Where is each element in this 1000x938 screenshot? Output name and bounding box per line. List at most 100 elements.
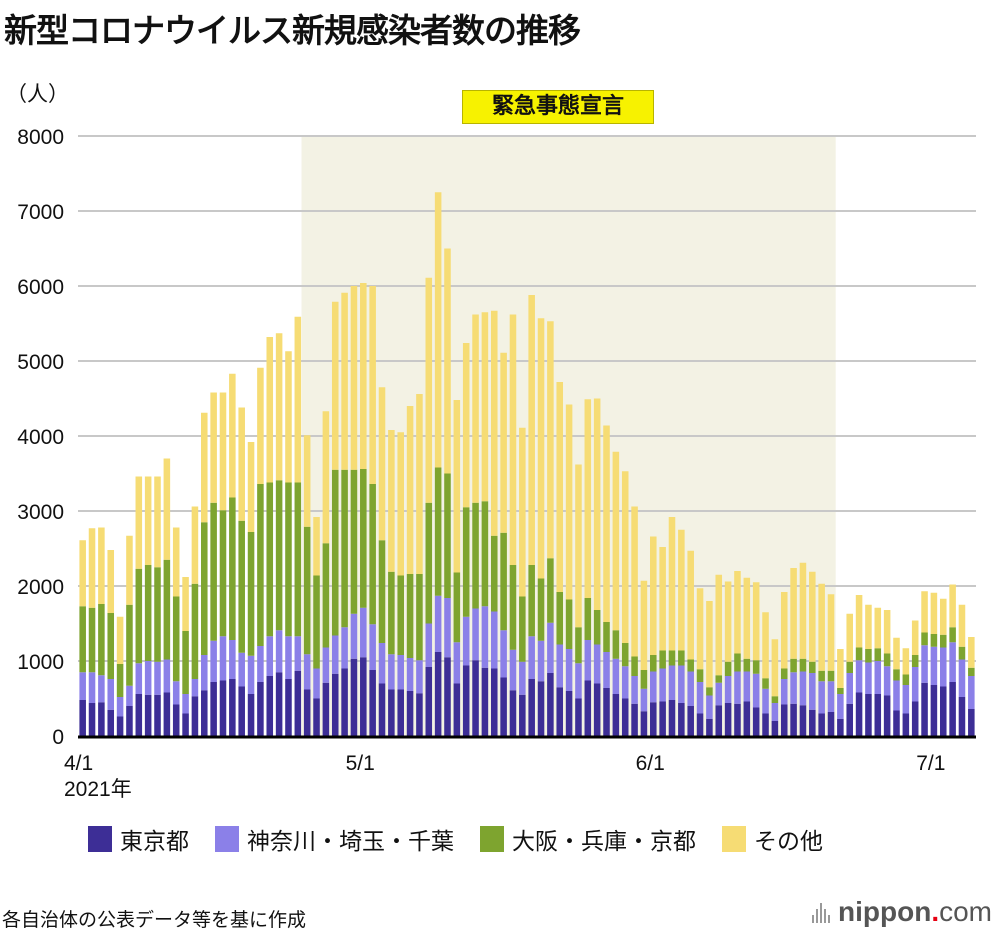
bar-segment-other [294, 316, 302, 483]
bar-stack [696, 588, 704, 736]
bar-segment-other [135, 476, 143, 569]
bar-segment-kansai3 [752, 660, 760, 674]
bar-segment-kansai3 [790, 658, 797, 673]
bar-segment-other [219, 392, 227, 511]
bar-segment-tokyo [126, 706, 133, 736]
bar-segment-kanto3 [706, 695, 713, 719]
bar-segment-other [706, 601, 713, 688]
bar-segment-kansai3 [98, 604, 105, 676]
bar-stack [930, 592, 938, 736]
bar-segment-kanto3 [621, 666, 629, 699]
bar-stack [827, 594, 835, 736]
bar-segment-tokyo [547, 673, 554, 736]
nippon-logo[interactable]: nippon. com [812, 896, 992, 928]
bar-stack [519, 427, 526, 736]
bar-segment-tokyo [865, 694, 872, 736]
bar-segment-kansai3 [388, 571, 395, 655]
bar-segment-kansai3 [575, 627, 582, 664]
bar-segment-kanto3 [762, 688, 769, 714]
bar-stack [547, 321, 554, 736]
emergency-declaration-label: 緊急事態宣言 [462, 90, 654, 124]
bar-segment-kanto3 [472, 608, 479, 661]
bar-segment-other [883, 610, 891, 654]
bar-segment-other [341, 292, 348, 470]
bar-segment-tokyo [257, 682, 264, 736]
bar-segment-other [509, 314, 517, 565]
bar-segment-kansai3 [799, 658, 807, 672]
bar-segment-other [593, 398, 601, 610]
bar-segment-kansai3 [322, 543, 330, 648]
legend: 東京都 神奈川・埼玉・千葉 大阪・兵庫・京都 その他 [88, 822, 849, 856]
bar-segment-other [191, 506, 199, 584]
bar-segment-kansai3 [453, 572, 461, 643]
bar-segment-kanto3 [257, 646, 264, 682]
bar-stack [575, 464, 582, 736]
bar-segment-kanto3 [462, 616, 470, 666]
legend-label-other: その他 [754, 829, 823, 855]
bar-segment-kansai3 [350, 469, 358, 614]
bar-segment-kansai3 [584, 598, 592, 640]
bar-segment-kansai3 [547, 558, 554, 623]
bar-stack [294, 316, 302, 736]
bar-stack [238, 407, 245, 736]
bar-segment-other [575, 464, 582, 628]
bar-segment-kansai3 [219, 510, 227, 637]
legend-swatch-other [722, 826, 746, 852]
bar-segment-tokyo [640, 711, 648, 736]
bar-segment-other [88, 528, 96, 608]
bar-segment-tokyo [285, 679, 292, 736]
legend-swatch-tokyo [88, 826, 112, 852]
bar-segment-kanto3 [528, 636, 535, 679]
bar-segment-kansai3 [397, 575, 404, 655]
bar-segment-kansai3 [519, 596, 526, 662]
bar-segment-other [809, 571, 816, 662]
bar-segment-tokyo [846, 703, 853, 736]
bar-segment-tokyo [734, 703, 741, 736]
bar-segment-kanto3 [135, 663, 143, 694]
bar-stack [397, 432, 404, 736]
bar-stack [584, 399, 592, 736]
bar-segment-kansai3 [406, 574, 414, 658]
bar-stack [537, 318, 545, 736]
y-axis-unit-label: （人） [6, 82, 69, 106]
bar-segment-kansai3 [631, 656, 638, 676]
bar-segment-tokyo [668, 700, 676, 736]
bar-stack [247, 442, 255, 736]
bar-stack [322, 411, 330, 736]
bar-segment-kansai3 [462, 507, 470, 617]
bar-segment-tokyo [621, 698, 629, 736]
bar-segment-kanto3 [556, 644, 564, 688]
bar-stack [425, 277, 433, 736]
bar-segment-tokyo [631, 703, 638, 736]
bar-segment-tokyo [659, 701, 666, 736]
bar-segment-other [696, 588, 704, 670]
bar-segment-kansai3 [724, 661, 732, 676]
bar-segment-kanto3 [313, 668, 320, 699]
bar-segment-other [659, 547, 666, 651]
bar-stack [462, 343, 470, 736]
bar-segment-kansai3 [809, 661, 816, 673]
bar-segment-kanto3 [799, 671, 807, 706]
bar-segment-tokyo [883, 695, 891, 736]
bar-segment-kansai3 [696, 669, 704, 682]
bar-segment-other [902, 648, 910, 675]
bar-segment-other [734, 571, 741, 654]
bar-segment-other [715, 574, 723, 676]
bar-segment-kansai3 [621, 643, 629, 667]
bar-segment-kanto3 [406, 658, 414, 691]
bar-segment-kansai3 [266, 482, 274, 637]
bar-segment-tokyo [902, 713, 910, 736]
bar-segment-kansai3 [88, 607, 96, 673]
bar-segment-kansai3 [144, 565, 152, 661]
bar-segment-tokyo [322, 682, 330, 736]
bar-segment-kansai3 [331, 469, 339, 636]
bar-segment-kansai3 [659, 650, 666, 669]
bar-segment-tokyo [790, 703, 797, 736]
bar-segment-kanto3 [88, 672, 96, 703]
bar-segment-tokyo [921, 682, 928, 736]
bar-stack [107, 550, 115, 736]
bar-segment-other [528, 295, 535, 565]
bar-segment-kansai3 [706, 687, 713, 696]
bar-stack [201, 412, 208, 736]
bar-segment-other [865, 604, 872, 649]
